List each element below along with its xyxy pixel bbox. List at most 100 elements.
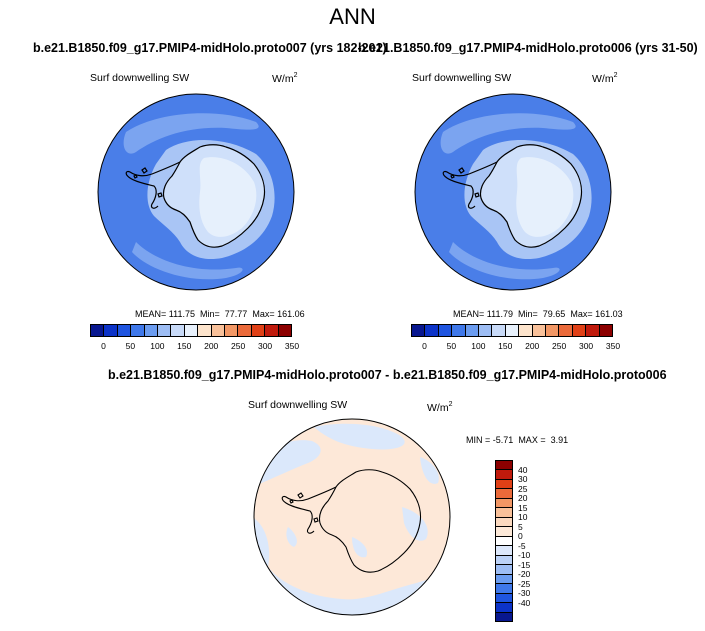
colorbar-diff-swatch [496,470,512,480]
diff-panel-variable: Surf downwelling SW [248,399,348,411]
colorbar-diff-swatch [496,546,512,556]
colorbar-right-swatch [412,325,426,336]
colorbar-right-swatch [572,325,587,336]
colorbar-diff-swatch [496,612,512,621]
colorbar-left-swatch [278,325,292,336]
colorbar-left-tick-label: 100 [150,341,165,351]
panel-right-units: W/m2 [592,72,618,85]
colorbar-diff-swatch [496,461,512,471]
colorbar-right-swatch [505,325,520,336]
colorbar-diff-tick-label: -40 [518,597,531,608]
colorbar-left-labels: 0 50 100 150 200 250 300 350 [90,341,299,351]
map-border [97,93,295,291]
colorbar-left-tick-label: 0 [101,341,106,351]
colorbar-left-swatch [104,325,118,336]
colorbar-right-tick-label: 200 [525,341,540,351]
colorbar-diff-tick-label: 30 [518,474,528,485]
diff-panel-title: b.e21.B1850.f09_g17.PMIP4-midHolo.proto0… [108,368,667,382]
colorbar-left-swatch [171,325,185,336]
colorbar-left-swatch [251,325,266,336]
colorbar-diff-swatch [496,555,512,566]
colorbar-diff-swatch [496,603,512,613]
colorbar-left-tick-label: 350 [284,341,300,351]
figure-title: ANN [329,4,376,29]
colorbar-left-swatch [144,325,159,336]
colorbar-diff-tick-label: 5 [518,521,523,532]
colorbar-right-swatch [519,325,533,336]
colorbar-right-swatch [452,325,466,336]
map-field [98,94,294,290]
coastline [442,144,583,248]
coastline [281,469,422,573]
colorbar-diff-tick-label: -25 [518,578,531,589]
diff-panel-units: W/m2 [427,401,453,414]
colorbar-diff-tick-label: 10 [518,512,528,523]
colorbar-right-tick-label: 250 [552,341,567,351]
colorbar-left-tick-label: 250 [231,341,246,351]
colorbar-diff-tick-label: 0 [518,531,523,542]
colorbar-diff-swatch [496,498,512,509]
map-field [415,94,611,290]
colorbar-diff-swatch [496,593,512,604]
map-border [414,93,612,291]
colorbar-diff-tick-label: -10 [518,550,531,561]
panel-left-variable: Surf downwelling SW [90,72,190,84]
colorbar-left-swatch [238,325,252,336]
colorbar-right-swatch [492,325,506,336]
colorbar-right-tick-label: 300 [578,341,594,351]
colorbar-right-tick-label: 100 [471,341,486,351]
panel-left-stats: MEAN= 111.75 Min= 77.77 Max= 161.06 [135,309,305,319]
colorbar-diff-tick-label: -30 [518,588,531,599]
coastline [125,144,266,248]
colorbar-diff-labels: 40 30 25 20 15 10 5 0 -5 -10 -15 -20 -25 -30 -40 [518,460,548,622]
colorbar-left-tick-label: 300 [257,341,273,351]
colorbar-left-swatch [225,325,239,336]
colorbar-diff-tick-label: -5 [518,540,526,551]
colorbar-right-tick-label: 350 [605,341,621,351]
colorbar-diff-swatch [496,527,512,537]
colorbar-diff-swatch [496,584,512,594]
colorbar-diff-tick-label: -20 [518,569,531,580]
colorbar-right-swatch [599,325,613,336]
colorbar-right-swatch [438,325,453,336]
colorbar-left-swatch [211,325,226,336]
map-field [254,419,450,615]
colorbar-right-tick-label: 150 [498,341,513,351]
colorbar-right-swatch [586,325,600,336]
colorbar-diff-tick-label: 40 [518,464,528,475]
colorbar-left-swatch [131,325,145,336]
colorbar-left-swatch [184,325,199,336]
map-left [97,93,295,291]
map-border [253,418,451,616]
colorbar-left-tick-label: 50 [125,341,136,351]
panel-right-stats: MEAN= 111.79 Min= 79.65 Max= 161.03 [453,309,623,319]
colorbar-right-swatch [546,325,560,336]
colorbar-left-swatch [198,325,212,336]
colorbar-right-swatch [425,325,439,336]
colorbar-diff-tick-label: 20 [518,493,528,504]
colorbar-left-swatch [158,325,172,336]
colorbar-diff [495,460,513,622]
colorbar-right-tick-label: 0 [422,341,427,351]
colorbar-diff-swatch [496,517,512,528]
colorbar-diff-tick-label: 25 [518,483,528,494]
colorbar-left-swatch [265,325,279,336]
map-right [414,93,612,291]
colorbar-diff-swatch [496,574,512,585]
colorbar-left-swatch [91,325,105,336]
colorbar-left-swatch [117,325,132,336]
colorbar-right-swatch [465,325,480,336]
colorbar-left-tick-label: 200 [204,341,219,351]
map-diff [253,418,451,616]
colorbar-diff-tick-label: -15 [518,559,531,570]
panel-right-title: b.e21.B1850.f09_g17.PMIP4-midHolo.proto0… [358,41,698,55]
colorbar-diff-swatch [496,536,512,547]
colorbar-diff-tick-label: 15 [518,502,528,513]
colorbar-diff-swatch [496,489,512,499]
colorbar-right-tick-label: 50 [446,341,457,351]
colorbar-right-labels: 0 50 100 150 200 250 300 350 [411,341,620,351]
colorbar-diff-swatch [496,479,512,490]
colorbar-left [90,324,292,337]
colorbar-diff-swatch [496,508,512,518]
panel-left-title: b.e21.B1850.f09_g17.PMIP4-midHolo.proto0… [33,41,387,55]
